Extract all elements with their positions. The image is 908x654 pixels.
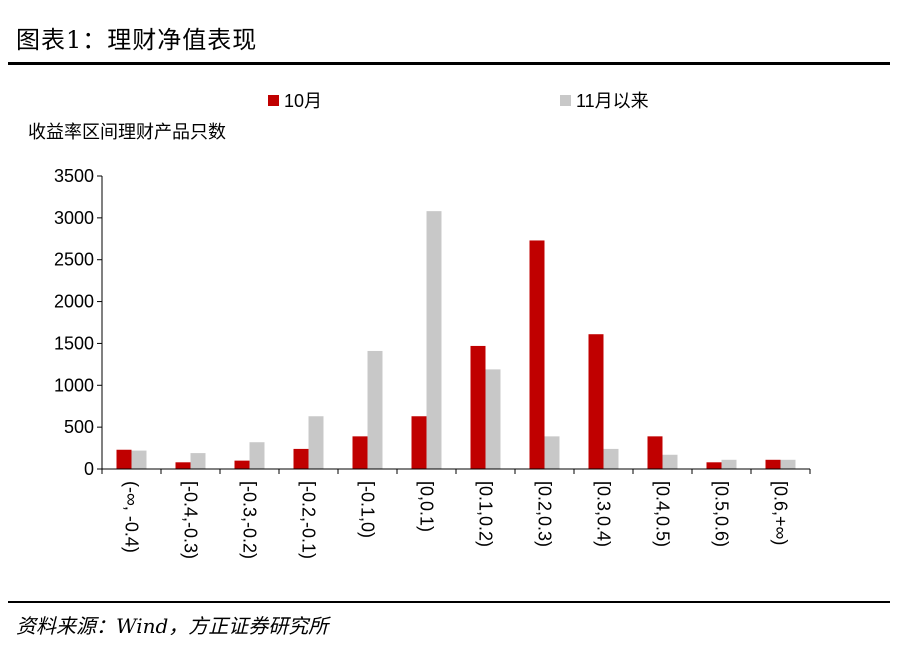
legend-swatch [560, 95, 571, 106]
x-tick-label: [-0.1,0) [358, 481, 378, 538]
x-tick-label: [0.1,0.2) [476, 481, 496, 547]
bar-nov-since-7 [544, 436, 560, 469]
top-rule [8, 62, 890, 65]
bar-oct-2 [234, 460, 250, 469]
y-tick-label: 1500 [54, 333, 94, 353]
bar-oct-7 [529, 240, 545, 469]
y-tick-label: 500 [64, 417, 94, 437]
x-tick-label: [0.5,0.6) [712, 481, 732, 547]
bar-nov-since-9 [662, 454, 678, 469]
bar-oct-10 [706, 462, 722, 469]
bar-oct-9 [647, 436, 663, 469]
bar-oct-1 [175, 462, 191, 469]
bar-nov-since-0 [131, 450, 147, 469]
bar-oct-4 [352, 436, 368, 469]
source-note: 资料来源：Wind，方正证券研究所 [16, 614, 329, 638]
bar-oct-11 [765, 459, 781, 469]
y-tick-label: 3000 [54, 208, 94, 228]
x-tick-label: [0.6,+∞) [771, 481, 791, 545]
bar-nov-since-10 [721, 459, 737, 469]
bar-nov-since-4 [367, 350, 383, 469]
bars [116, 211, 796, 469]
legend-swatch [268, 95, 279, 106]
bar-nov-since-5 [426, 211, 442, 469]
legend-label: 11月以来 [576, 91, 649, 111]
bar-nov-since-8 [603, 448, 619, 469]
x-axis: (-∞, -0.4) [-0.4,-0.3) [-0.3,-0.2) [-0.2,-0… [101, 468, 811, 559]
x-tick-label: [0.3,0.4) [594, 481, 614, 547]
y-axis: 0 500 1000 1500 2000 2500 3000 3500 [54, 166, 103, 479]
y-tick-label: 2000 [54, 292, 94, 312]
x-tick-label: [0.2,0.3) [535, 481, 555, 547]
y-tick-label: 2500 [54, 250, 94, 270]
y-tick-label: 0 [84, 459, 94, 479]
x-tick-label: (-∞, -0.4) [122, 481, 142, 553]
x-tick-label: [-0.4,-0.3) [181, 481, 201, 559]
bar-oct-3 [293, 448, 309, 469]
bar-nov-since-6 [485, 369, 501, 469]
x-tick-label: [-0.2,-0.1) [299, 481, 319, 559]
x-tick-label: [-0.3,-0.2) [240, 481, 260, 559]
y-tick-label: 1000 [54, 375, 94, 395]
y-tick-label: 3500 [54, 166, 94, 186]
bottom-rule [8, 601, 890, 603]
bar-nov-since-2 [249, 442, 265, 469]
bar-nov-since-11 [780, 459, 796, 469]
bar-oct-0 [116, 449, 132, 469]
legend-label: 10月 [284, 91, 322, 111]
bar-nov-since-3 [308, 416, 324, 469]
x-tick-label: [0.4,0.5) [653, 481, 673, 547]
x-tick-label: [0,0.1) [417, 481, 437, 532]
bar-nov-since-1 [190, 453, 206, 469]
bar-oct-5 [411, 416, 427, 469]
legend: 10月 11月以来 [268, 91, 649, 111]
y-axis-title: 收益率区间理财产品只数 [28, 122, 226, 143]
bar-oct-8 [588, 334, 604, 469]
chart-title: 图表1：理财净值表现 [16, 26, 258, 54]
bar-oct-6 [470, 345, 486, 469]
